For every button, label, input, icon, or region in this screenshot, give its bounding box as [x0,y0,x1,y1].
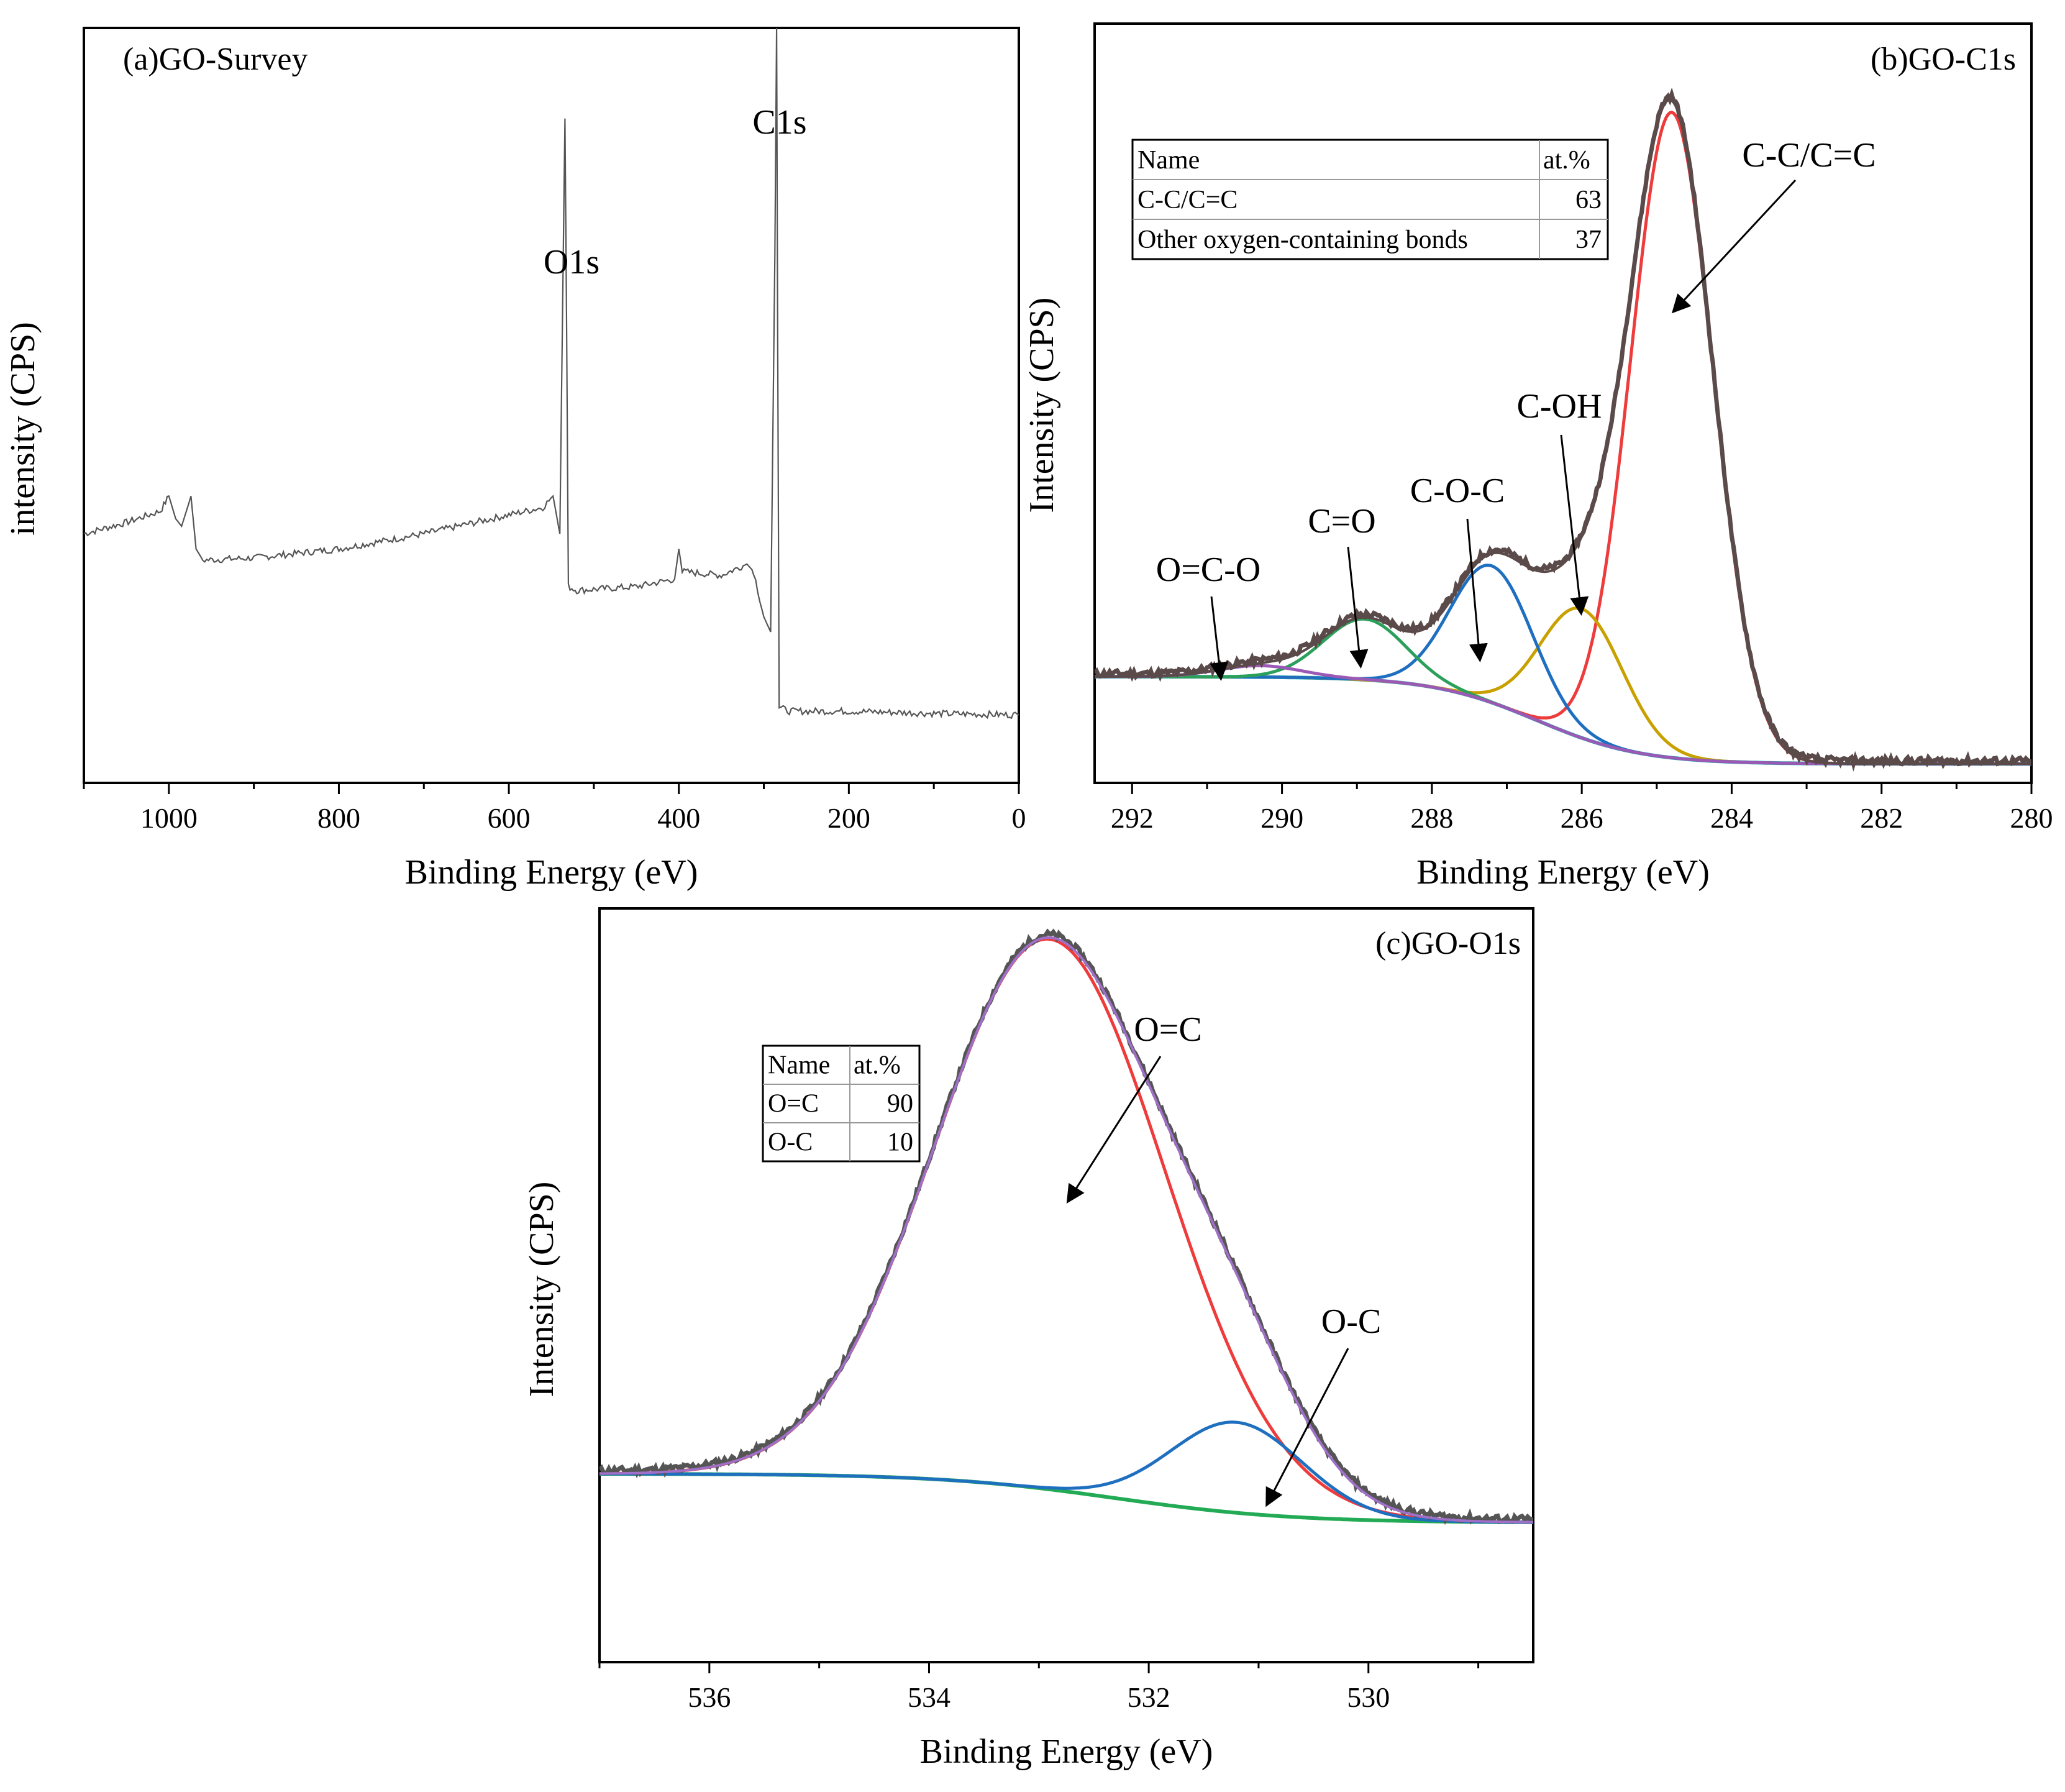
x-tick-label: 200 [827,802,870,834]
table-header-cell: at.% [1543,146,1590,175]
x-tick-label: 532 [1128,1681,1170,1713]
peak-label-c-o-c: C-O-C [1410,472,1505,510]
peak-label-c-oh: C-OH [1517,387,1602,426]
plot-area [84,28,1019,720]
annotation-arrow [1066,1056,1162,1204]
x-tick-label: 280 [2010,802,2053,834]
peak-label-c-o: C=O [1308,502,1375,541]
table-header-cell: Name [1137,146,1200,175]
fitted-peak-o-c [599,1420,1533,1524]
x-tick-label: 282 [1860,802,1903,834]
plot-frame [598,907,1534,1663]
x-tick-label: 536 [688,1681,731,1713]
y-axis-title: Intensity (CPS) [522,1182,561,1397]
fitted-peak-o-c [599,937,1533,1524]
annotation-arrow [1265,1348,1349,1507]
annotation-arrow [1560,434,1589,616]
fitted-envelope-line [1095,98,2031,766]
x-tick-label: 534 [908,1681,950,1713]
x-tick-label: 1000 [140,802,198,834]
x-tick-label: 286 [1561,802,1603,834]
panel-c-o1s: 536 534 532 530 Binding Energy (eV) Intensity… [522,907,1534,1771]
y-axis-title: Intensity (CPS) [1023,298,1061,513]
panel-title: (b)GO-C1s [1871,42,2016,77]
background-baseline [1095,675,2031,766]
fitted-peak-c-o [1095,617,2031,766]
peak-label-o-c: O-C [1321,1302,1381,1341]
peak-label-o1s: O1s [544,243,599,281]
table-header-cell: at.% [854,1051,901,1080]
results-table [762,1045,921,1163]
x-tick-label: 530 [1347,1681,1390,1713]
annotation-arrow [1210,596,1229,681]
y-axis-title: intensity (CPS) [4,322,42,536]
survey-spectrum-line [84,28,1019,720]
table-header-cell: Name [768,1051,830,1080]
annotation-arrow [1466,518,1488,662]
table-cell: 63 [1575,186,1602,214]
results-table [1131,139,1609,260]
raw-spectrum-line [1095,87,2031,772]
table-cell: O-C [768,1128,813,1157]
panel-title: (c)GO-O1s [1375,926,1521,961]
x-axis-title: Binding Energy (eV) [1416,853,1710,892]
x-tick-label: 800 [317,802,360,834]
fitted-envelope-line [599,936,1533,1524]
table-cell: O=C [768,1090,819,1118]
x-tick-label: 0 [1012,802,1026,834]
table-cell: Other oxygen-containing bonds [1137,226,1468,254]
raw-spectrum-line [599,928,1533,1525]
peak-label-c1s: C1s [752,103,806,142]
table-cell: 90 [887,1090,913,1118]
fitted-peak-o-c-o [1095,664,2031,766]
peak-label-c-c-c-c: C-C/C=C [1742,136,1876,175]
x-axis-title: Binding Energy (eV) [920,1732,1213,1771]
panel-a-survey: 1000 800 600 400 200 0 Binding Energy (eV) inte… [4,27,1026,892]
table-cell: 37 [1575,226,1602,254]
fitted-peak-c-oh [1095,606,2031,766]
table-cell: 10 [887,1128,913,1157]
x-tick-label: 292 [1111,802,1154,834]
x-axis-title: Binding Energy (eV) [405,853,698,892]
peak-label-o-c-o: O=C-O [1156,551,1260,589]
panel-title: (a)GO-Survey [123,42,308,77]
plot-area [1095,87,2031,772]
x-tick-label: 288 [1410,802,1453,834]
annotation-arrow [1347,546,1369,669]
panel-b-c1s: 292 290 288 286 284 282 280 Binding Energy (eV)… [1023,22,2053,892]
x-tick-label: 290 [1260,802,1303,834]
annotation-arrow [1671,179,1797,314]
x-tick-label: 600 [488,802,531,834]
plot-frame [1093,22,2033,784]
peak-label-o-c: O=C [1134,1010,1201,1049]
x-tick-label: 400 [657,802,700,834]
plot-frame [83,27,1020,784]
plot-area [599,928,1533,1525]
table-cell: C-C/C=C [1137,186,1238,214]
x-tick-label: 284 [1710,802,1753,834]
